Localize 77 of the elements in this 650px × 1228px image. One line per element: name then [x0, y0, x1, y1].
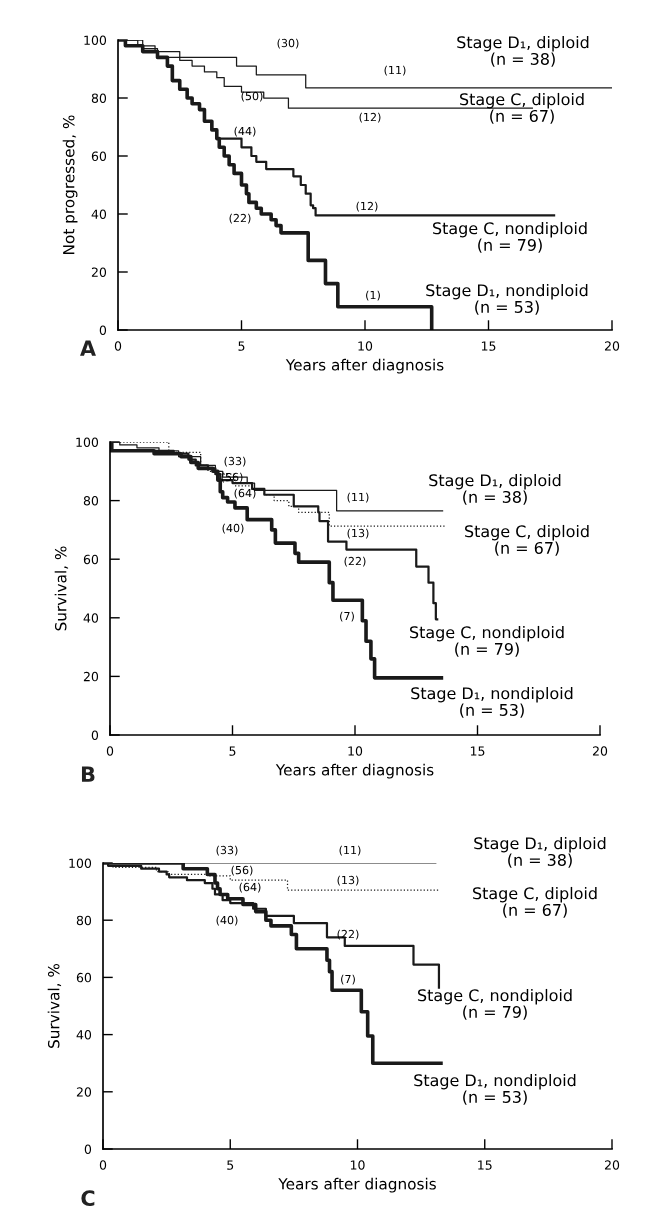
y-tick-label: 20: [83, 671, 99, 682]
y-tick-label: 60: [83, 554, 99, 565]
text: C: [81, 1190, 95, 1207]
annotation: Stage D₁, nondiploid (n = 53): [414, 1073, 576, 1105]
y-tick-label: 60: [76, 972, 92, 983]
annotation: Stage C, diploid (n = 67): [465, 524, 589, 556]
y-tick-label: 40: [83, 613, 99, 623]
x-tick-label: 20: [604, 1160, 620, 1170]
y-axis-title: Not progressed, %: [62, 115, 78, 254]
y-tick-label: 40: [91, 209, 107, 219]
annotation: (13): [347, 528, 369, 539]
annotation: (22): [337, 929, 359, 940]
x-tick-label: 15: [481, 341, 496, 351]
annotation: Stage D₁, nondiploid (n = 53): [411, 686, 573, 718]
x-tick-label: 0: [106, 746, 114, 756]
annotation: (40): [222, 523, 244, 534]
annotation: (40): [216, 915, 238, 926]
y-tick-label: 100: [69, 858, 92, 868]
annotation: (7): [340, 611, 354, 622]
annotation: (7): [341, 974, 355, 985]
annotation: (64): [234, 488, 256, 499]
x-tick-label: 10: [358, 341, 373, 351]
annotation: Stage C, nondiploid (n = 79): [418, 988, 572, 1020]
x-axis-title: Years after diagnosis: [285, 358, 444, 374]
x-tick-label: 5: [238, 341, 245, 351]
y-tick-label: 80: [76, 915, 92, 926]
y-axis-title: Survival, %: [47, 963, 62, 1048]
x-tick-label: 5: [227, 1160, 234, 1170]
y-tick-label: 80: [83, 496, 99, 506]
annotation: Stage C, diploid (n = 67): [460, 92, 584, 124]
annotation: (56): [221, 472, 243, 483]
annotation: Stage D₁, nondiploid (n = 53): [426, 283, 588, 315]
annotation: (30): [277, 38, 299, 49]
x-tick-label: 10: [348, 746, 363, 756]
y-axis-title: Survival, %: [54, 546, 69, 631]
annotation: (12): [356, 201, 378, 212]
annotation: (11): [347, 492, 369, 503]
y-tick-label: 60: [91, 151, 107, 161]
x-tick-label: 20: [604, 341, 620, 351]
x-axis-title: Years after diagnosis: [275, 763, 434, 779]
annotation: (1): [366, 290, 380, 301]
text: (11): [339, 845, 361, 856]
y-tick-label: 100: [76, 437, 99, 447]
annotation: (12): [359, 112, 381, 123]
x-tick-label: 5: [229, 746, 236, 756]
annotation: (22): [229, 213, 251, 224]
annotation: Stage D₁, diploid (n = 38): [429, 473, 561, 505]
y-tick-label: 40: [76, 1030, 92, 1040]
y-tick-label: 0: [99, 325, 107, 335]
y-tick-label: 0: [84, 1144, 92, 1154]
annotation: Stage D₁, diploid (n = 38): [457, 35, 589, 67]
y-tick-label: 0: [91, 730, 99, 740]
annotation: (22): [344, 556, 366, 567]
text: B: [81, 766, 95, 782]
annotation: (64): [239, 882, 261, 893]
annotation: Stage C, diploid (n = 67): [473, 886, 597, 918]
x-tick-label: 20: [592, 746, 608, 756]
annotation: (50): [241, 91, 263, 102]
annotation: (33): [224, 456, 246, 467]
annotation: (44): [234, 126, 256, 137]
text: A: [80, 340, 96, 356]
x-tick-label: 15: [470, 746, 485, 756]
x-tick-label: 15: [478, 1160, 492, 1170]
annotation: Stage D₁, diploid (n = 38): [474, 836, 606, 868]
x-tick-label: 10: [350, 1160, 365, 1170]
annotation: (11): [384, 65, 406, 76]
annotation: (13): [337, 875, 359, 886]
text: (33): [216, 845, 238, 856]
annotation: Stage C, nondiploid (n = 79): [433, 221, 587, 253]
y-tick-label: 20: [76, 1087, 92, 1097]
x-tick-label: 0: [114, 341, 122, 351]
y-tick-label: 20: [91, 267, 107, 277]
y-tick-label: 100: [84, 35, 107, 45]
annotation: Stage C, nondiploid (n = 79): [410, 625, 564, 657]
y-tick-label: 80: [91, 93, 107, 103]
x-axis-title: Years after diagnosis: [278, 1177, 436, 1193]
annotation: (56): [231, 865, 253, 876]
